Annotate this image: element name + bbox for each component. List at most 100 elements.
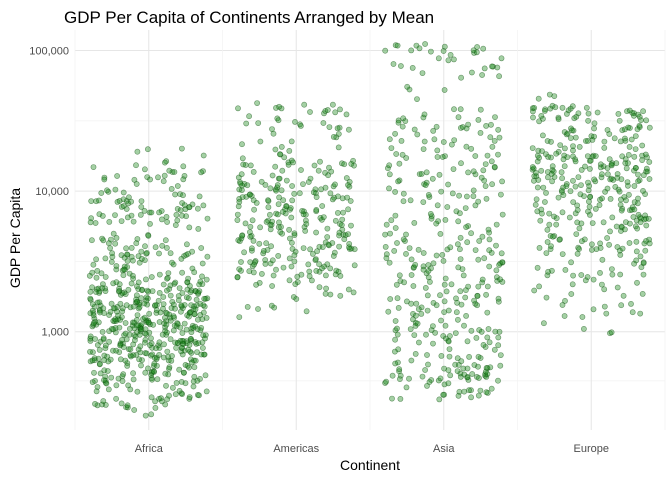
data-point [448,281,455,288]
data-point [489,181,495,188]
data-point [468,387,474,394]
data-point [454,316,461,323]
data-point [250,269,257,276]
data-point [575,174,582,180]
data-point [539,148,545,154]
data-point [601,303,608,310]
data-point [481,177,488,184]
data-point [180,192,186,199]
data-point [587,211,593,218]
data-point [183,326,190,333]
data-point [403,250,409,257]
data-point [392,130,398,137]
data-point [382,47,389,54]
data-point [483,291,489,298]
data-point [113,347,119,354]
data-point [276,175,283,182]
data-point [286,255,293,262]
data-point [182,380,189,387]
data-point [440,257,447,264]
data-point [133,240,140,247]
data-point [272,146,279,153]
data-point [146,209,153,216]
data-point [116,324,123,331]
data-point [472,202,479,209]
data-point [133,162,139,169]
data-point [617,251,624,258]
data-point [156,339,163,346]
data-point [494,64,501,71]
data-point [484,152,491,159]
data-point [186,394,193,400]
data-point [542,199,548,205]
data-point [493,274,500,281]
data-point [531,105,538,111]
data-point [464,338,471,345]
data-point [343,111,350,118]
data-point [99,328,106,335]
data-point [473,334,480,341]
data-point [161,159,168,166]
data-point [96,299,103,306]
data-point [485,226,492,233]
data-point [90,320,97,327]
data-point [305,261,312,268]
data-point [201,295,208,302]
data-point [392,42,399,49]
data-point [637,219,644,226]
data-point [309,250,316,257]
data-point [327,265,334,272]
data-point [495,342,502,349]
data-point [426,278,433,285]
data-point [394,240,400,246]
data-point [422,367,428,373]
data-point [451,137,458,143]
data-point [546,210,553,217]
data-point [91,369,97,376]
data-point [540,184,547,191]
data-point [446,333,453,339]
data-point [543,294,550,301]
data-point [414,320,421,327]
data-point [541,320,547,327]
data-point [453,309,460,316]
data-point [137,349,144,356]
data-point [192,306,199,313]
data-point [418,310,425,317]
data-point [486,236,493,243]
data-point [462,294,469,301]
data-point [570,199,577,205]
data-point [533,169,539,176]
data-point [246,268,253,275]
data-point [343,175,350,181]
data-point [546,221,553,228]
data-point [136,331,143,338]
data-point [396,160,403,167]
data-point [90,164,97,170]
data-point [440,139,447,145]
data-point [552,104,559,111]
data-point [447,372,454,379]
data-point [562,297,568,304]
data-point [270,272,277,279]
data-point [607,228,613,235]
data-point [400,198,407,205]
data-point [267,185,274,192]
data-point [187,336,194,343]
data-point [569,127,575,134]
data-point [179,391,185,397]
data-point [93,274,100,281]
data-point [262,181,269,188]
data-point [631,112,637,119]
data-point [498,250,505,257]
data-point [294,273,301,280]
data-point [303,221,310,227]
data-point [180,176,187,183]
data-point [275,201,282,208]
data-point [403,384,410,391]
data-point [177,308,184,315]
data-point [543,189,549,196]
data-point [394,325,400,332]
data-point [497,352,504,358]
chart-title: GDP Per Capita of Continents Arranged by… [64,8,434,27]
